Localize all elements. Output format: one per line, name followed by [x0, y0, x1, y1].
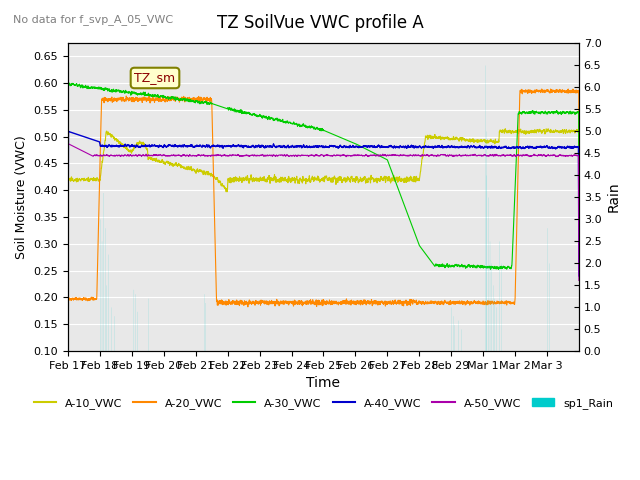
- Y-axis label: Rain: Rain: [607, 181, 621, 212]
- Text: TZ_sm: TZ_sm: [134, 72, 175, 84]
- X-axis label: Time: Time: [307, 376, 340, 390]
- Y-axis label: Soil Moisture (VWC): Soil Moisture (VWC): [15, 135, 28, 259]
- Text: No data for f_svp_A_05_VWC: No data for f_svp_A_05_VWC: [13, 14, 173, 25]
- Legend: A-10_VWC, A-20_VWC, A-30_VWC, A-40_VWC, A-50_VWC, sp1_Rain: A-10_VWC, A-20_VWC, A-30_VWC, A-40_VWC, …: [29, 393, 618, 413]
- Text: TZ SoilVue VWC profile A: TZ SoilVue VWC profile A: [216, 14, 424, 33]
